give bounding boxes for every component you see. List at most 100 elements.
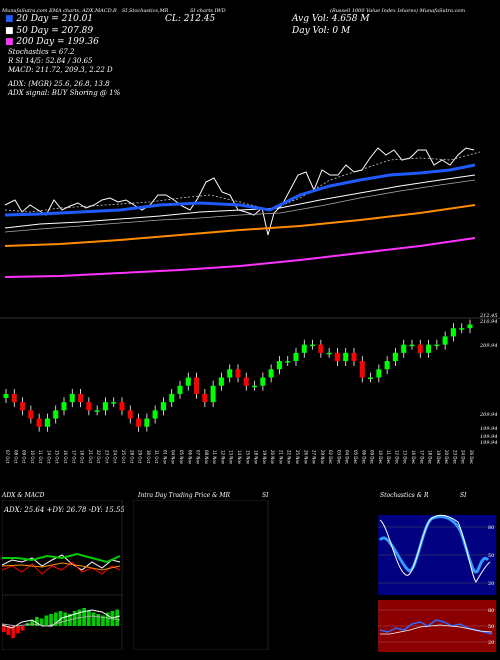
candle-body [301, 344, 307, 353]
date-label: 13 Dec [403, 450, 408, 464]
date-label: 09 Oct [22, 450, 27, 464]
candle-body [86, 402, 92, 411]
candle-body [467, 324, 473, 329]
date-label: 30 Oct [146, 450, 151, 464]
ema20-line [4, 163, 476, 217]
candle-body [392, 352, 398, 362]
stoch-panel-title: Stochastics & R [380, 492, 429, 499]
date-label: 08 Nov [204, 450, 209, 465]
date-label: 07 Oct [5, 450, 10, 464]
date-label: 28 Oct [129, 450, 134, 464]
macd-histogram-bar [16, 626, 20, 634]
date-label: 04 Nov [171, 450, 176, 465]
date-label: 27 Nov [312, 450, 317, 465]
candle-body [417, 344, 423, 353]
minus-di-line [2, 561, 121, 575]
ema200-line [4, 237, 476, 278]
date-label: 13 Nov [229, 450, 234, 465]
macd-histogram-bar [105, 612, 110, 626]
candle-body [218, 377, 224, 386]
candle-body [44, 418, 50, 427]
candle-body [293, 352, 299, 362]
candle-body [384, 361, 390, 370]
date-label: 11 Nov [212, 450, 217, 465]
candle-body [351, 352, 357, 362]
ema20-label: ■ 20 Day = 210.01 [5, 14, 94, 24]
stoch-k-line [378, 515, 490, 574]
stoch-level-80: 80 [488, 525, 494, 531]
close-price-line [4, 147, 475, 236]
date-label: 15 Nov [245, 450, 250, 465]
day-vol-label: Day Vol: 0 M [292, 26, 351, 36]
candle-body [235, 369, 241, 378]
stoch-rsi-panel: 80 50 20 80 50 20 [378, 514, 496, 652]
date-label: 20 Nov [270, 450, 275, 465]
macd-histogram-bar [58, 611, 63, 626]
signal-line [2, 615, 121, 627]
intraday-si-label: SI [262, 492, 269, 499]
candle-body [185, 377, 191, 386]
price-axis-label-6: 199.94 [480, 434, 498, 440]
macd-histogram-bar [101, 615, 105, 626]
date-label: 17 Dec [419, 450, 424, 464]
mrsi-line [380, 624, 493, 635]
macd-line [2, 609, 121, 629]
date-label: 29 Oct [138, 450, 143, 464]
adx-line [2, 554, 121, 571]
candle-body [343, 352, 349, 362]
candle-body [334, 352, 340, 362]
candle-body [127, 410, 133, 419]
date-label: 10 Oct [30, 450, 35, 464]
candle-body [144, 418, 150, 427]
rsi-label: R SI 14/5: 52.84 / 30.65 [8, 57, 93, 65]
ema50-label: ■ 50 Day = 207.89 [5, 26, 94, 36]
macd-histogram-bar [11, 626, 16, 638]
date-label: 14 Nov [237, 450, 242, 465]
date-label: 07 Nov [196, 450, 201, 465]
date-label: 19 Dec [436, 450, 441, 464]
date-label: 19 Nov [262, 450, 267, 465]
date-label: 22 Oct [96, 450, 101, 464]
date-label: 24 Oct [113, 450, 118, 464]
rsi-level-50: 50 [488, 624, 494, 630]
candle-body [11, 393, 17, 403]
date-label: 12 Dec [394, 450, 399, 464]
stoch-si-label: SI [460, 492, 467, 499]
candle-body [202, 393, 208, 403]
ema50-line-2 [4, 179, 476, 233]
adx-orange-line [2, 562, 121, 571]
header-indicators: SI,Stochastics,MR [122, 8, 169, 14]
stoch-level-50: 50 [488, 553, 494, 559]
date-label: 24 Dec [461, 450, 466, 464]
macd-histogram-bar [91, 612, 96, 626]
candle-body [285, 361, 291, 363]
macd-histogram-bar [6, 626, 11, 635]
macd-histogram-bar [49, 614, 53, 626]
candle-body [318, 344, 324, 353]
date-label: 02 Dec [328, 450, 333, 464]
candle-body [94, 410, 100, 412]
macd-histogram-bar [86, 611, 91, 626]
candle-body [53, 410, 59, 419]
candle-body [426, 344, 432, 353]
price-axis-label-3: 209.94 [480, 343, 498, 349]
candle-body [210, 385, 216, 403]
date-label: 18 Dec [428, 450, 433, 464]
date-label: 08 Oct [13, 450, 18, 464]
date-label: 14 Oct [46, 450, 51, 464]
macd-histogram-bar [39, 618, 44, 626]
candle-body [368, 377, 374, 379]
candle-body [177, 385, 183, 394]
stoch-level-20: 20 [488, 581, 494, 587]
date-label: 29 Nov [320, 450, 325, 465]
date-label: 16 Dec [411, 450, 416, 464]
candle-body [276, 361, 282, 370]
date-label: 10 Dec [378, 450, 383, 464]
price-axis-label-7: 199.94 [480, 440, 498, 446]
candle-body [376, 369, 382, 378]
date-label: 25 Nov [295, 450, 300, 465]
macd-histogram-bar [30, 620, 35, 626]
candle-body [28, 410, 34, 419]
adx-signal-label: ADX signal: BUY Shoring @ 1% [8, 89, 121, 97]
macd-histogram-bar [63, 612, 68, 626]
